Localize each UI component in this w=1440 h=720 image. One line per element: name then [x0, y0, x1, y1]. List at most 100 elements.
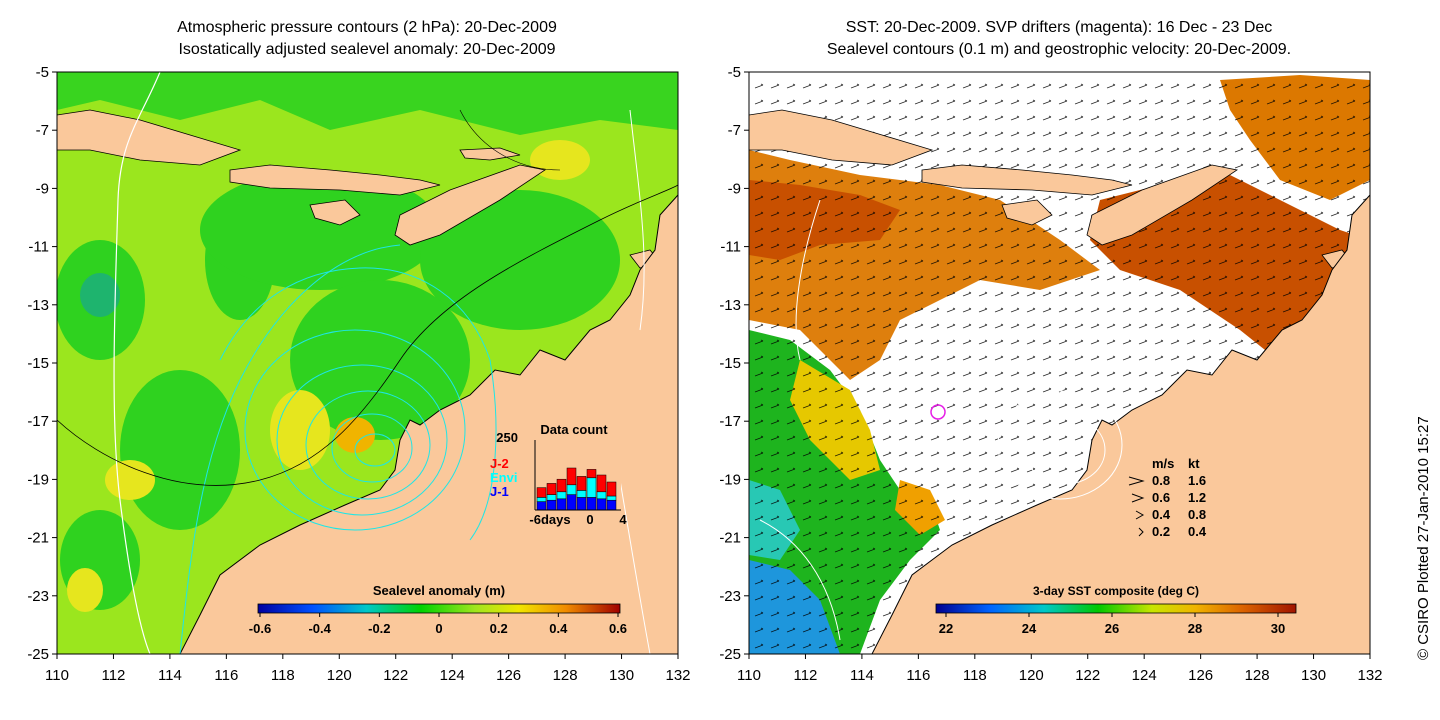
right-colorbar-title: 3-day SST composite (deg C) [1033, 584, 1199, 598]
y-tick-label: -13 [27, 297, 49, 314]
x-tick-label: 120 [327, 667, 352, 684]
data-count-bar-j2 [536, 487, 547, 498]
data-count-inset: Data count 250 J-2 Envi J-1 -6days 0 4 [490, 422, 627, 527]
data-count-bar-envi [546, 494, 557, 501]
colorbar-tick-label: -0.6 [249, 621, 271, 636]
right-y-axis: -5 -7 -9 -11 -13 -15 -17 -19 -21 -23 -25 [719, 64, 749, 663]
x-tick-label: 126 [1188, 667, 1213, 684]
data-count-max-label: 250 [496, 430, 518, 445]
data-count-bar-j1 [566, 494, 577, 511]
land-island-lesser-sundas [921, 164, 1133, 196]
velocity-legend-arrow [1128, 476, 1145, 486]
land-australia [179, 194, 678, 654]
data-count-bar-envi [606, 495, 617, 501]
data-count-bar-j1 [596, 498, 607, 511]
bathymetry-contour [459, 109, 561, 171]
x-tick-label: 112 [101, 667, 125, 684]
x-tick-label: 110 [737, 667, 761, 684]
left-title-line1: Atmospheric pressure contours (2 hPa): 2… [177, 19, 557, 36]
y-tick-label: -9 [728, 180, 741, 197]
anomaly-blob [420, 190, 620, 330]
data-count-bar-j2 [546, 483, 557, 495]
data-count-bar-j1 [576, 497, 587, 511]
velocity-legend-kt: 1.2 [1188, 490, 1206, 505]
sealevel-contours [179, 244, 497, 654]
anomaly-blob [200, 170, 440, 290]
x-tick-label: 130 [1301, 667, 1326, 684]
land-island-sumba [309, 199, 361, 226]
land-island-java [749, 109, 934, 166]
x-tick-label: 128 [553, 667, 578, 684]
colorbar-tick-label: 0.4 [549, 621, 568, 636]
y-tick-label: -25 [27, 646, 49, 663]
credit-text: © CSIRO Plotted 27-Jan-2010 15:27 [1415, 416, 1432, 660]
pressure-contour [619, 479, 651, 654]
anomaly-blob [80, 273, 120, 317]
legend-j1: J-1 [490, 484, 509, 499]
right-x-axis: 110 112 114 116 118 120 122 124 126 128 130 132 [737, 654, 1383, 684]
x-tick-label: 110 [45, 667, 69, 684]
colorbar-tick-label: 0.6 [609, 621, 627, 636]
svp-drifter-track [930, 404, 946, 420]
colorbar-tick-label: 0 [435, 621, 442, 636]
colorbar-tick-label: -0.2 [368, 621, 390, 636]
right-map: SST: 20-Dec-2009. SVP drifters (magenta)… [719, 19, 1432, 684]
x-tick-label: 118 [963, 667, 987, 684]
x-tick-label: 122 [383, 667, 408, 684]
data-count-bar-envi [576, 490, 587, 498]
left-map: Atmospheric pressure contours (2 hPa): 2… [27, 19, 690, 684]
legend-envi: Envi [490, 470, 517, 485]
right-colorbar-gradient [935, 603, 1297, 614]
y-tick-label: -17 [27, 413, 49, 430]
data-count-bar-envi [566, 484, 577, 495]
right-colorbar-ticks: 22 24 26 28 30 [939, 613, 1285, 636]
colorbar-tick-label: 0.2 [490, 621, 508, 636]
data-count-bar-envi [556, 491, 567, 500]
anomaly-blob [335, 417, 375, 453]
y-tick-label: -11 [720, 239, 741, 256]
colorbar-tick-label: 30 [1271, 621, 1285, 636]
data-count-bar-j1 [546, 499, 557, 511]
x-tick-label: 130 [609, 667, 634, 684]
data-count-bar-j2 [596, 474, 607, 493]
velocity-legend-kt: 0.8 [1188, 507, 1206, 522]
y-tick-label: -13 [719, 297, 741, 314]
y-tick-label: -21 [719, 530, 741, 547]
data-count-bar-j2 [566, 467, 577, 486]
right-title-line1: SST: 20-Dec-2009. SVP drifters (magenta)… [846, 19, 1273, 36]
legend-j2: J-2 [490, 456, 509, 471]
y-tick-label: -19 [719, 471, 741, 488]
land-island [459, 147, 521, 161]
data-count-title: Data count [540, 422, 608, 437]
y-tick-label: -15 [719, 355, 741, 372]
velocity-legend-arrow [1135, 510, 1145, 520]
velocity-legend-kt: 0.4 [1188, 524, 1207, 539]
velocity-legend-arrow [1131, 493, 1145, 503]
velocity-legend-ms-header: m/s [1152, 456, 1174, 471]
x-tick-label: 118 [271, 667, 295, 684]
y-tick-label: -19 [27, 471, 49, 488]
y-tick-label: -15 [27, 355, 49, 372]
colorbar-tick-label: 28 [1188, 621, 1202, 636]
x-tick-label: 124 [1132, 667, 1157, 684]
right-map-plot [749, 72, 1370, 654]
y-tick-label: -11 [28, 239, 49, 256]
y-tick-label: -7 [36, 122, 49, 139]
y-tick-label: -7 [728, 122, 741, 139]
data-count-bar-j2 [606, 481, 617, 497]
colorbar-tick-label: 24 [1022, 621, 1037, 636]
anomaly-blob [270, 390, 330, 470]
x-tick-label: 132 [665, 667, 690, 684]
anomaly-band-north [57, 72, 678, 135]
data-count-bar-j1 [586, 497, 597, 511]
data-count-xlabel-end: 4 [619, 512, 627, 527]
data-count-bar-envi [586, 477, 597, 498]
right-colorbar: 3-day SST composite (deg C) 22 24 26 28 30 [935, 584, 1297, 636]
y-tick-label: -5 [36, 64, 49, 81]
sealevel-contours-white [759, 199, 1123, 641]
anomaly-blob [105, 460, 155, 500]
land-island-sumba [1001, 199, 1053, 226]
data-count-bar-envi [536, 497, 547, 502]
data-count-bar-j2 [556, 478, 567, 493]
x-tick-label: 116 [906, 667, 930, 684]
